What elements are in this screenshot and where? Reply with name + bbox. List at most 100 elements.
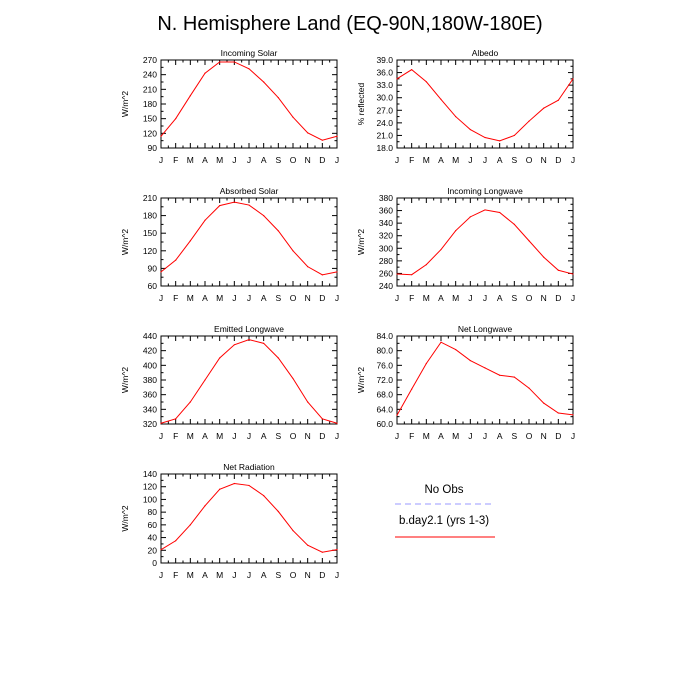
x-tick-label: F (173, 155, 178, 165)
data-point (219, 205, 221, 207)
legend: No Obs b.day2.1 (yrs 1-3) (395, 484, 495, 538)
data-point (307, 132, 309, 134)
panel-title: Incoming Longwave (447, 186, 523, 196)
x-tick-label: D (555, 155, 561, 165)
y-tick-label: 64.0 (376, 404, 393, 414)
data-point (440, 98, 442, 100)
data-point (557, 269, 559, 271)
series-line-net-radiation (160, 483, 338, 553)
y-tick-label: 72.0 (376, 375, 393, 385)
x-tick-label: M (216, 155, 223, 165)
x-tick-label: J (468, 293, 472, 303)
x-tick-label: A (261, 570, 267, 580)
data-point (543, 402, 545, 404)
data-point (204, 505, 206, 507)
data-point (189, 524, 191, 526)
y-tick-label: 120 (143, 482, 157, 492)
data-point (219, 61, 221, 63)
x-tick-label: J (468, 431, 472, 441)
data-point (263, 215, 265, 217)
x-tick-label: J (395, 431, 399, 441)
x-tick-label: M (216, 570, 223, 580)
x-tick-label: M (187, 155, 194, 165)
panel-title: Net Radiation (223, 462, 275, 472)
data-point (160, 422, 162, 424)
y-tick-label: 380 (379, 193, 393, 203)
data-point (175, 540, 177, 542)
x-tick-label: D (555, 293, 561, 303)
y-tick-label: 340 (143, 404, 157, 414)
y-tick-label: 380 (143, 375, 157, 385)
y-tick-label: 270 (143, 55, 157, 65)
x-tick-label: A (261, 431, 267, 441)
data-point (396, 78, 398, 80)
data-point (219, 488, 221, 490)
data-point (204, 379, 206, 381)
y-tick-label: 140 (143, 469, 157, 479)
x-tick-label: S (511, 155, 517, 165)
data-point (248, 339, 250, 341)
x-tick-label: A (202, 155, 208, 165)
data-point (484, 209, 486, 211)
data-point (321, 139, 323, 141)
x-tick-label: J (483, 293, 487, 303)
x-tick-label: M (423, 293, 430, 303)
data-point (425, 81, 427, 83)
data-point (292, 250, 294, 252)
data-point (277, 97, 279, 99)
y-tick-label: 280 (379, 256, 393, 266)
x-tick-label: O (526, 293, 533, 303)
data-point (543, 256, 545, 258)
data-point (160, 549, 162, 551)
y-tick-label: 84.0 (376, 331, 393, 341)
data-point (484, 367, 486, 369)
plot-frame (396, 59, 574, 149)
x-tick-label: J (335, 293, 339, 303)
data-point (528, 240, 530, 242)
x-tick-label: O (290, 431, 297, 441)
data-point (484, 136, 486, 139)
data-point (233, 61, 235, 63)
data-point (321, 551, 323, 553)
data-point (440, 341, 442, 343)
x-tick-label: J (335, 570, 339, 580)
data-point (411, 388, 413, 390)
data-point (219, 357, 221, 359)
y-tick-label: 180 (143, 211, 157, 221)
x-tick-label: M (423, 155, 430, 165)
x-tick-label: J (571, 293, 575, 303)
y-tick-label: 80.0 (376, 346, 393, 356)
x-tick-label: J (232, 431, 236, 441)
data-point (292, 116, 294, 118)
y-tick-label: 76.0 (376, 360, 393, 370)
data-point (396, 273, 398, 275)
x-tick-label: J (232, 570, 236, 580)
data-point (336, 135, 338, 137)
x-tick-label: J (483, 155, 487, 165)
data-point (307, 544, 309, 546)
y-tick-label: 240 (379, 281, 393, 291)
data-point (307, 266, 309, 268)
y-tick-label: 30.0 (376, 93, 393, 103)
series-line-net-longwave (396, 341, 574, 416)
y-tick-label: 27.0 (376, 105, 393, 115)
data-point (396, 414, 398, 416)
y-tick-label: 120 (143, 246, 157, 256)
x-tick-label: J (232, 155, 236, 165)
data-point (513, 223, 515, 225)
x-tick-label: F (173, 293, 178, 303)
y-tick-label: 320 (379, 231, 393, 241)
series-line-albedo (396, 69, 574, 142)
data-point (572, 78, 574, 80)
data-point (277, 230, 279, 232)
x-tick-label: O (526, 431, 533, 441)
plot-frame (396, 197, 574, 287)
plot-frame (160, 197, 338, 287)
x-tick-label: S (275, 570, 281, 580)
x-tick-label: S (511, 293, 517, 303)
x-tick-label: F (173, 431, 178, 441)
